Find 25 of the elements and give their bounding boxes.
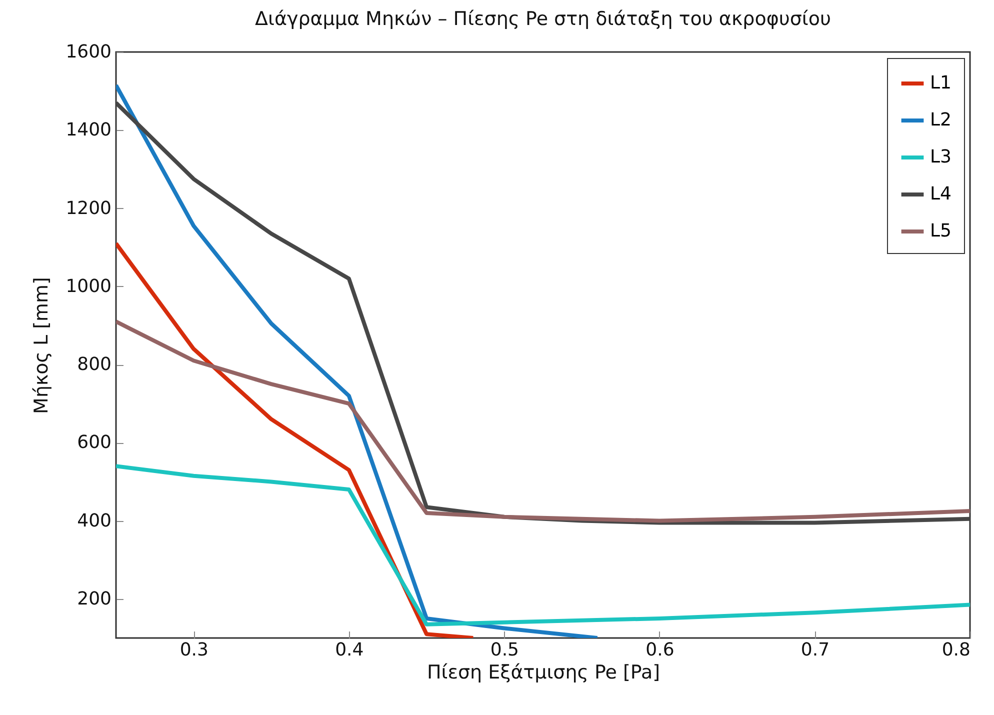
legend-label: L5 [930, 220, 952, 242]
x-tick-label: 0.6 [646, 640, 674, 660]
line-series [116, 464, 970, 626]
x-tick-label: 0.8 [942, 640, 970, 660]
legend-label: L2 [930, 110, 952, 130]
x-tick-label: 0.5 [490, 640, 519, 660]
y-tick-label: 400 [77, 510, 112, 532]
y-tick-label: 1200 [66, 198, 112, 219]
x-tick-label: 0.4 [335, 640, 364, 660]
x-tick-label: 0.3 [180, 640, 208, 660]
y-tick-label: 800 [77, 354, 112, 376]
y-tick-label: 1400 [66, 120, 112, 141]
legend-label: L3 [930, 146, 952, 168]
legend-label: L4 [930, 184, 952, 204]
line-series [116, 320, 970, 523]
y-tick-label: 600 [77, 432, 112, 454]
line-series [116, 83, 600, 638]
legend-label: L1 [930, 72, 952, 94]
x-axis-title: Πίεση Εξάτμισης Pe [Pa] [426, 662, 660, 684]
y-tick-label: 1600 [66, 42, 112, 62]
y-tick-label: 1000 [66, 276, 112, 297]
x-tick-label: 0.7 [800, 640, 830, 660]
chart-title: Διάγραμμα Μηκών – Πίεσης Pe στη διάταξη του ακροφυσίου [255, 8, 831, 30]
y-tick-label: 200 [77, 588, 112, 610]
y-axis-title: Μήκος L [mm] [30, 277, 53, 414]
